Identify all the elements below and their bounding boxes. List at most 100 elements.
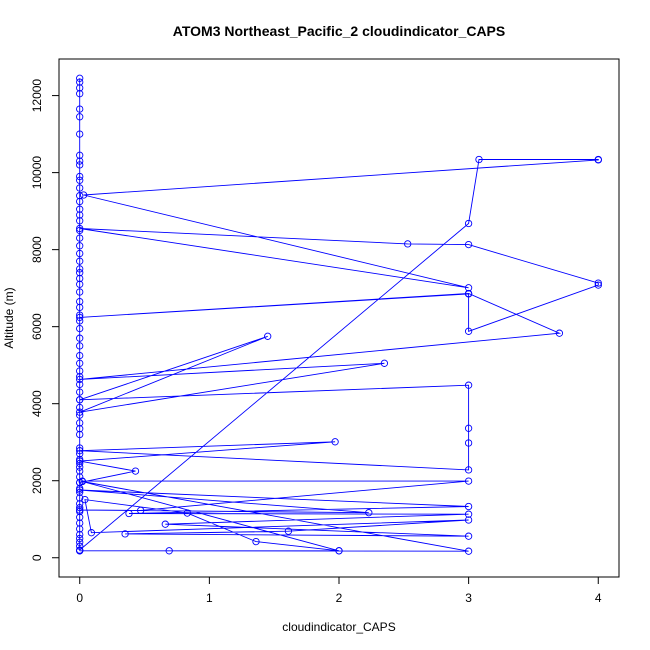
data-point xyxy=(464,381,473,389)
data-point xyxy=(76,172,84,181)
y-tick-label: 6000 xyxy=(30,313,44,340)
data-point xyxy=(76,265,84,273)
data-point xyxy=(335,547,343,555)
data-point xyxy=(252,537,260,546)
data-point xyxy=(87,529,96,537)
data-point xyxy=(76,542,84,550)
data-point xyxy=(404,240,412,248)
data-point xyxy=(464,240,473,249)
x-tick-label: 3 xyxy=(465,591,472,605)
data-point xyxy=(76,274,84,283)
y-axis-label: Altitude (m) xyxy=(2,287,16,348)
data-point xyxy=(76,373,84,381)
data-point xyxy=(380,359,389,367)
data-point xyxy=(264,332,272,340)
data-point xyxy=(76,411,84,419)
data-point xyxy=(76,419,84,427)
data-point xyxy=(76,367,84,375)
data-point xyxy=(165,547,173,555)
data-point xyxy=(76,217,84,225)
data-point xyxy=(161,520,169,528)
data-point xyxy=(76,242,84,250)
data-point xyxy=(76,380,84,389)
data-point xyxy=(76,249,84,258)
data-point xyxy=(76,113,84,121)
data-point xyxy=(76,74,84,82)
y-tick-label: 8000 xyxy=(30,236,44,263)
y-axis: 0 2000 4000 6000 8000 10000 12000 xyxy=(30,79,60,561)
chart-title: ATOM3 Northeast_Pacific_2 cloudindicator… xyxy=(173,23,505,39)
data-point xyxy=(76,313,84,322)
data-point xyxy=(76,184,84,192)
data-point xyxy=(76,375,84,384)
data-point xyxy=(475,155,483,164)
data-point xyxy=(76,197,84,206)
data-point xyxy=(76,444,84,452)
data-point xyxy=(284,527,293,535)
data-point xyxy=(464,532,473,540)
data-point xyxy=(76,408,84,416)
data-point xyxy=(76,176,84,184)
y-tick-label: 10000 xyxy=(30,156,44,190)
data-point xyxy=(76,78,84,86)
data-point xyxy=(76,351,84,360)
data-point xyxy=(76,192,84,200)
data-point xyxy=(76,269,84,277)
x-axis: 0 1 2 3 4 xyxy=(76,576,602,605)
data-point xyxy=(464,547,473,555)
data-point xyxy=(76,211,84,219)
data-point xyxy=(125,509,133,518)
data-point xyxy=(76,84,84,92)
plot-frame xyxy=(58,58,620,578)
data-point xyxy=(76,226,84,235)
y-tick-label: 4000 xyxy=(30,390,44,417)
data-point xyxy=(76,105,84,113)
data-point xyxy=(76,488,84,496)
data-point xyxy=(594,156,602,164)
data-point xyxy=(464,510,473,518)
data-point xyxy=(76,151,84,159)
data-point xyxy=(76,450,84,458)
data-point xyxy=(555,329,564,337)
data-point xyxy=(76,257,84,265)
data-point xyxy=(464,424,473,432)
x-tick-label: 4 xyxy=(595,591,602,605)
data-point xyxy=(464,219,473,228)
x-tick-label: 1 xyxy=(206,591,213,605)
data-point xyxy=(76,486,84,494)
data-point xyxy=(76,342,84,350)
data-point xyxy=(76,430,84,439)
data-point xyxy=(464,477,473,485)
data-series xyxy=(76,74,602,555)
data-point xyxy=(76,525,84,533)
data-point xyxy=(76,447,84,455)
data-point xyxy=(76,506,84,514)
data-point xyxy=(76,513,84,521)
data-point xyxy=(76,534,84,543)
data-point xyxy=(76,504,84,512)
data-point xyxy=(76,317,84,325)
data-point xyxy=(81,495,89,504)
data-point xyxy=(76,425,84,433)
data-point xyxy=(76,234,84,242)
y-tick-label: 2000 xyxy=(30,467,44,494)
data-point xyxy=(464,289,473,298)
data-point xyxy=(464,439,473,447)
data-point xyxy=(76,324,84,333)
data-point xyxy=(79,191,88,199)
data-point xyxy=(78,477,86,486)
data-point xyxy=(76,359,84,367)
y-tick-label: 12000 xyxy=(30,79,44,113)
data-point xyxy=(76,224,84,233)
data-point xyxy=(121,530,129,538)
x-tick-label: 2 xyxy=(336,591,343,605)
data-point xyxy=(76,280,84,288)
data-point xyxy=(331,438,339,446)
data-point xyxy=(76,457,84,465)
data-point xyxy=(137,506,145,515)
data-point xyxy=(594,279,602,287)
data-point xyxy=(464,502,473,511)
data-point xyxy=(76,467,84,475)
data-point xyxy=(76,334,84,342)
